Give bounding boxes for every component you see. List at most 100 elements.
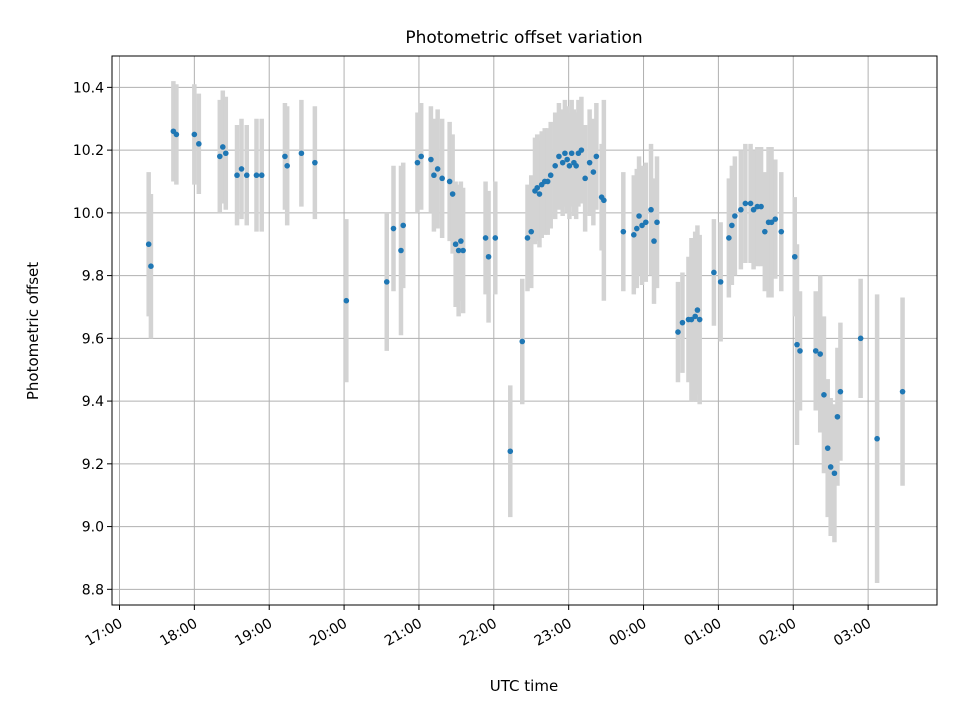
chart-title: Photometric offset variation — [405, 28, 642, 48]
data-point — [593, 153, 600, 160]
y-tick-label: 9.0 — [82, 520, 104, 536]
data-point — [827, 464, 834, 470]
data-point — [298, 150, 305, 157]
data-point — [758, 203, 764, 210]
data-point — [243, 172, 250, 179]
data-point — [726, 235, 732, 241]
data-point — [234, 172, 240, 179]
data-point — [343, 297, 350, 304]
data-point — [817, 351, 824, 357]
y-tick-label: 9.6 — [82, 331, 104, 347]
data-point — [651, 238, 657, 244]
data-point — [507, 448, 514, 455]
data-point — [148, 263, 154, 269]
data-point — [750, 206, 757, 213]
y-tick-label: 9.4 — [82, 394, 104, 410]
data-point — [258, 172, 265, 179]
data-point — [586, 159, 593, 166]
data-point — [544, 178, 551, 185]
data-point — [573, 163, 579, 169]
data-point — [390, 225, 397, 232]
data-point — [485, 253, 492, 260]
data-point — [639, 222, 645, 229]
data-point — [552, 163, 558, 169]
data-point — [519, 338, 526, 345]
data-point — [717, 279, 724, 285]
data-point — [284, 163, 290, 169]
data-point — [794, 341, 800, 348]
data-point — [492, 235, 499, 241]
data-point — [688, 316, 695, 323]
data-point — [455, 247, 462, 254]
data-point — [747, 200, 754, 207]
data-point — [631, 232, 637, 238]
data-point — [528, 228, 535, 235]
data-point — [824, 445, 831, 451]
data-point — [696, 316, 703, 323]
data-point — [524, 235, 531, 241]
data-point — [418, 153, 424, 160]
data-point — [654, 219, 660, 226]
data-points — [145, 128, 906, 477]
data-point — [834, 413, 841, 420]
data-point — [446, 178, 453, 185]
data-point — [692, 313, 698, 320]
data-point — [400, 222, 407, 229]
data-point — [874, 435, 880, 442]
data-point — [282, 153, 288, 160]
data-point — [899, 388, 906, 395]
data-point — [566, 163, 573, 169]
data-point — [732, 213, 738, 219]
data-point — [196, 141, 202, 147]
data-point — [145, 241, 152, 248]
data-point — [711, 269, 717, 276]
data-point — [222, 150, 229, 157]
data-point — [578, 147, 585, 153]
data-point — [434, 166, 441, 172]
data-point — [547, 172, 554, 179]
y-axis-label: Photometric offset — [24, 262, 42, 400]
data-point — [414, 159, 421, 166]
data-point — [821, 392, 827, 398]
data-point — [173, 131, 180, 138]
data-point — [857, 335, 864, 342]
y-tick-label: 8.8 — [82, 582, 104, 598]
y-tick-label: 10.2 — [73, 143, 104, 159]
data-point — [568, 150, 575, 157]
data-point — [582, 175, 588, 182]
data-point — [729, 222, 735, 229]
data-point — [738, 206, 744, 213]
data-point — [398, 247, 404, 254]
data-point — [564, 156, 570, 163]
y-tick-label: 10.4 — [73, 80, 104, 96]
y-axis-ticks: 8.8 9.0 9.2 9.4 9.6 9.8 10.0 10.2 10.4 — [73, 80, 112, 598]
data-point — [452, 241, 459, 248]
data-point — [675, 329, 681, 335]
data-point — [648, 206, 654, 213]
data-point — [559, 159, 566, 166]
data-point — [797, 348, 803, 354]
data-point — [762, 228, 768, 235]
data-point — [238, 166, 245, 172]
y-tick-label: 10.0 — [73, 206, 104, 222]
data-point — [636, 213, 642, 219]
data-point — [191, 131, 198, 138]
data-point — [679, 319, 686, 326]
data-point — [556, 153, 562, 160]
data-point — [439, 175, 445, 182]
data-point — [768, 219, 775, 226]
data-point — [217, 153, 223, 160]
data-point — [431, 172, 437, 179]
data-point — [772, 216, 779, 222]
data-point — [642, 219, 649, 226]
data-point — [534, 184, 541, 191]
data-point — [778, 228, 785, 235]
data-point — [536, 191, 543, 197]
data-point — [620, 228, 627, 235]
y-tick-label: 9.8 — [82, 269, 104, 285]
data-point — [312, 159, 318, 166]
data-point — [601, 197, 607, 204]
data-point — [449, 191, 456, 197]
data-point — [458, 238, 464, 244]
